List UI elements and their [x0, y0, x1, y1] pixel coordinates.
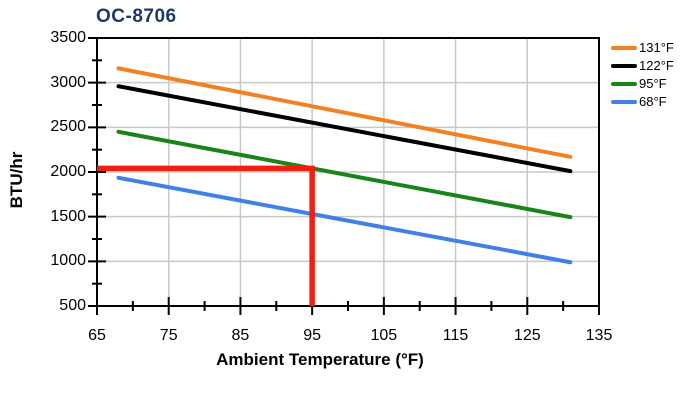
x-tick-label: 75: [159, 327, 178, 344]
y-tick-label: 1500: [50, 207, 86, 225]
x-tick-label: 125: [513, 327, 541, 344]
series-line-68f: [116, 175, 573, 265]
series-line-95f: [116, 129, 573, 220]
x-axis-title: Ambient Temperature (°F): [216, 350, 424, 369]
series-line-122f: [116, 84, 573, 174]
legend-item-131f: 131°F: [611, 39, 674, 57]
x-tick-label: 105: [370, 327, 398, 344]
series-line-131f: [116, 66, 573, 159]
y-tick-label: 2500: [50, 118, 86, 136]
y-tick-label: 500: [59, 297, 86, 314]
legend: 131°F 122°F 95°F 68°F: [611, 39, 674, 111]
legend-swatch: [611, 100, 637, 104]
legend-swatch: [611, 64, 637, 68]
legend-swatch: [611, 82, 637, 86]
y-tick-label: 3000: [50, 73, 86, 91]
x-tick-label: 135: [585, 327, 613, 344]
x-tick-label: 65: [88, 327, 106, 344]
annotation-crosshair: [97, 165, 315, 306]
legend-label: 68°F: [639, 94, 667, 109]
x-tick-label: 115: [442, 327, 469, 344]
y-tick-label: 3500: [50, 29, 86, 46]
legend-label: 95°F: [639, 76, 667, 91]
chart-title: OC-8706: [96, 6, 177, 27]
y-tick-label: 1000: [50, 252, 86, 270]
y-axis-title: BTU/hr: [7, 151, 26, 209]
legend-item-122f: 122°F: [611, 57, 674, 75]
legend-item-95f: 95°F: [611, 75, 674, 93]
legend-item-68f: 68°F: [611, 93, 674, 111]
x-tick-label: 85: [231, 327, 250, 344]
x-tick-label: 95: [303, 327, 322, 344]
legend-label: 131°F: [639, 40, 674, 55]
legend-label: 122°F: [639, 58, 674, 73]
legend-swatch: [611, 46, 637, 50]
y-tick-label: 2000: [50, 163, 86, 180]
